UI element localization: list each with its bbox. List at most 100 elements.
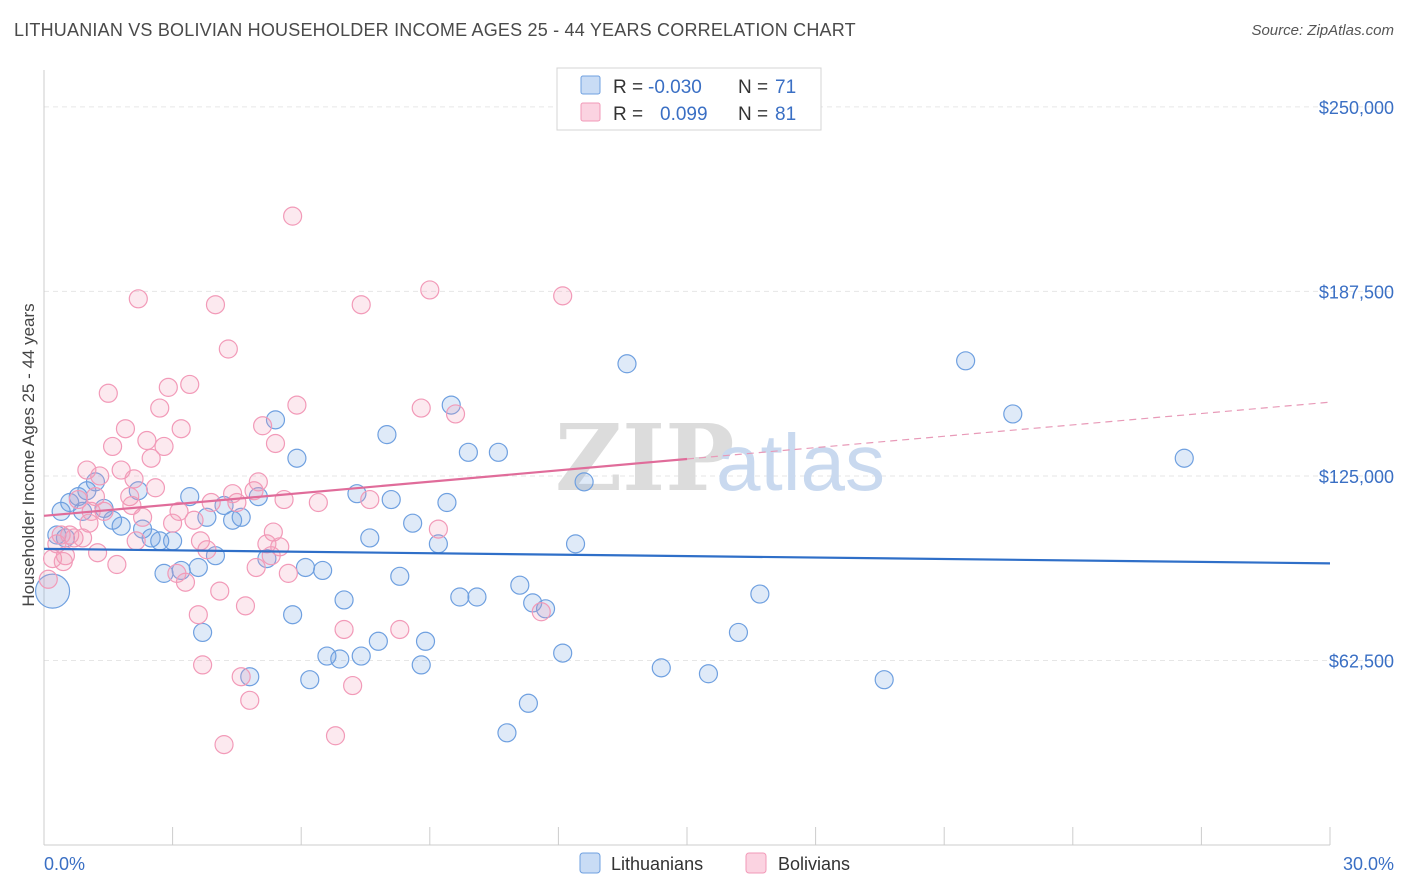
- point-bolivians-18: [115, 419, 136, 439]
- point-bolivians-31: [171, 419, 191, 439]
- point-lithuanians-47: [411, 655, 431, 675]
- point-bolivians-32: [175, 572, 196, 592]
- point-lithuanians-31: [283, 605, 303, 625]
- point-bolivians-60: [325, 726, 346, 746]
- watermark-zip: ZIP: [555, 404, 734, 512]
- point-lithuanians-70: [956, 351, 976, 371]
- watermark-atlas: atlas: [716, 418, 885, 507]
- point-bolivians-41: [214, 735, 234, 755]
- point-lithuanians-68: [750, 584, 770, 604]
- x-tick-label-max: 30.0%: [1343, 854, 1394, 874]
- y-tick-label-2: $187,500: [1319, 282, 1394, 302]
- legend-n-value-2: 81: [775, 104, 796, 125]
- point-lithuanians-71: [1003, 404, 1023, 424]
- legend-swatch-lithuanians: [580, 75, 601, 95]
- point-bolivians-23: [137, 430, 157, 451]
- y-tick-label-0: $62,500: [1329, 651, 1394, 671]
- point-lithuanians-51: [441, 395, 461, 415]
- point-lithuanians-32: [287, 448, 307, 468]
- point-bolivians-69: [445, 404, 466, 424]
- point-bolivians-62: [343, 675, 363, 696]
- bottom-legend-swatch-lithuanians: [579, 852, 601, 874]
- watermark: ZIP atlas: [555, 404, 885, 512]
- point-bolivians-78: [246, 557, 266, 578]
- point-bolivians-74: [190, 531, 211, 551]
- point-bolivians-11: [85, 487, 106, 507]
- legend-r-label-1: R =: [613, 77, 643, 98]
- point-bolivians-50: [253, 416, 273, 436]
- point-lithuanians-17: [163, 531, 183, 551]
- point-bolivians-73: [126, 531, 146, 551]
- point-lithuanians-66: [698, 664, 719, 684]
- point-lithuanians-0: [34, 573, 71, 609]
- point-lithuanians-69: [874, 670, 894, 690]
- legend-swatch-bolivians: [580, 102, 601, 122]
- point-bolivians-70: [531, 602, 551, 622]
- point-lithuanians-38: [334, 590, 354, 610]
- point-lithuanians-34: [300, 670, 320, 690]
- point-bolivians-12: [90, 466, 110, 486]
- point-bolivians-47: [240, 690, 260, 710]
- point-lithuanians-64: [617, 354, 637, 374]
- y-tick-labels: $62,500 $125,000 $187,500 $250,000: [1319, 98, 1394, 672]
- point-lithuanians-54: [467, 587, 487, 607]
- point-lithuanians-65: [651, 658, 671, 678]
- point-bolivians-33: [180, 374, 200, 395]
- point-bolivians-35: [188, 605, 208, 625]
- point-lithuanians-52: [450, 587, 470, 607]
- bottom-legend-label-lithuanians: Lithuanians: [611, 854, 703, 874]
- point-bolivians-80: [169, 501, 189, 521]
- point-bolivians-34: [184, 510, 204, 530]
- chart-title: LITHUANIAN VS BOLIVIAN HOUSEHOLDER INCOM…: [14, 20, 856, 40]
- point-lithuanians-40: [351, 646, 371, 666]
- trend-line-bolivians: [43, 457, 688, 517]
- point-bolivians-29: [163, 513, 183, 533]
- point-bolivians-46: [235, 596, 256, 616]
- point-bolivians-15: [102, 436, 123, 457]
- point-bolivians-39: [205, 295, 226, 315]
- point-bolivians-77: [53, 551, 73, 572]
- point-bolivians-58: [287, 395, 307, 415]
- point-lithuanians-63: [574, 472, 594, 492]
- legend-n-label-2: N =: [738, 104, 768, 125]
- legend-r-value-2: 0.099: [660, 104, 708, 125]
- point-lithuanians-35: [313, 560, 333, 581]
- point-bolivians-45: [231, 667, 251, 687]
- y-tick-label-1: $125,000: [1319, 467, 1394, 487]
- axes: [43, 70, 1331, 846]
- point-lithuanians-61: [553, 643, 573, 663]
- point-lithuanians-11: [111, 516, 131, 536]
- point-lithuanians-37: [330, 649, 350, 669]
- point-lithuanians-44: [381, 489, 401, 510]
- point-bolivians-28: [158, 377, 178, 397]
- point-lithuanians-67: [728, 622, 749, 643]
- point-lithuanians-58: [518, 693, 538, 713]
- series-bolivians: [38, 206, 573, 755]
- point-lithuanians-50: [437, 492, 457, 513]
- point-lithuanians-43: [377, 425, 397, 445]
- point-bolivians-66: [411, 398, 431, 418]
- point-bolivians-76: [122, 495, 142, 516]
- point-bolivians-16: [107, 554, 127, 575]
- point-bolivians-72: [79, 513, 99, 533]
- point-bolivians-14: [98, 383, 118, 403]
- point-bolivians-49: [248, 472, 268, 492]
- bottom-legend-label-bolivians: Bolivians: [778, 854, 850, 874]
- point-bolivians-67: [420, 280, 440, 300]
- point-lithuanians-53: [458, 442, 478, 462]
- grid: [44, 106, 1394, 661]
- point-lithuanians-41: [360, 528, 380, 548]
- point-bolivians-36: [193, 655, 213, 675]
- point-bolivians-64: [360, 489, 380, 510]
- point-lithuanians-62: [565, 534, 586, 554]
- legend-r-label-2: R =: [613, 104, 643, 125]
- point-bolivians-79: [263, 522, 283, 542]
- bottom-legend-swatch-bolivians: [745, 852, 767, 874]
- point-lithuanians-57: [510, 575, 530, 595]
- point-lithuanians-56: [497, 723, 517, 743]
- point-bolivians-61: [334, 619, 354, 640]
- legend-box: [556, 67, 822, 131]
- point-bolivians-40: [210, 581, 230, 601]
- point-bolivians-27: [154, 436, 174, 457]
- point-lithuanians-26: [231, 507, 251, 527]
